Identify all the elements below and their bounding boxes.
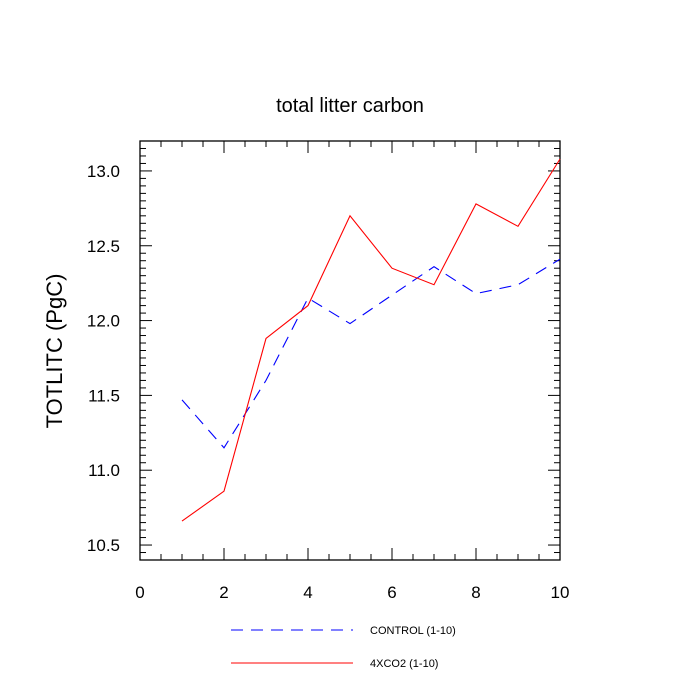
- y-tick-label: 11.5: [88, 386, 120, 405]
- y-axis-label: TOTLITC (PgC): [42, 274, 67, 429]
- y-tick-label: 10.5: [87, 536, 120, 555]
- legend-label-1: CONTROL (1-10): [370, 625, 456, 637]
- legend: CONTROL (1-10) 4XCO2 (1-10): [231, 625, 456, 670]
- plot-frame: [139, 140, 561, 561]
- chart-title: total litter carbon: [276, 95, 424, 117]
- series-line-1: [181, 258, 561, 449]
- series-line-2: [181, 158, 561, 522]
- x-tick-label: 10: [551, 583, 570, 602]
- y-tick-label: 13.0: [87, 162, 120, 181]
- y-tick-label: 12.0: [87, 312, 120, 331]
- legend-label-2: 4XCO2 (1-10): [370, 658, 438, 670]
- y-tick-label: 12.5: [87, 237, 120, 256]
- x-tick-label: 0: [135, 583, 144, 602]
- x-tick-label: 8: [471, 583, 480, 602]
- plot-area: 0 2 4 6 8 10 10.5 11.0 11.5 12.0 12.5 13.0: [87, 140, 570, 602]
- y-tick-label: 11.0: [88, 461, 120, 480]
- x-tick-label: 2: [219, 583, 228, 602]
- x-tick-label: 4: [303, 583, 312, 602]
- x-tick-label: 6: [387, 583, 396, 602]
